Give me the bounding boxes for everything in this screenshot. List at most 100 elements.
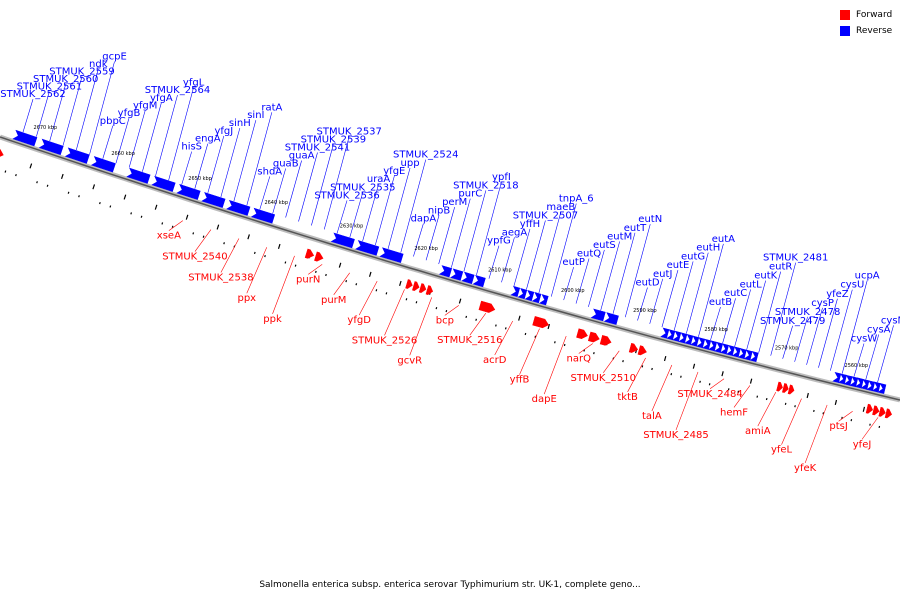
forward-gene — [884, 408, 893, 419]
forward-label-leader — [469, 313, 487, 336]
reverse-gene — [672, 330, 682, 342]
tick-mark — [216, 224, 220, 230]
reverse-gene-label: yffH — [520, 219, 540, 230]
forward-label-leader — [709, 378, 725, 390]
reverse-gene — [438, 265, 453, 278]
reverse-label-leader — [375, 175, 395, 246]
forward-gene-label: STMUK_2510 — [571, 373, 636, 384]
tick-mark — [435, 307, 438, 310]
tick-mark — [399, 280, 402, 286]
reverse-gene — [866, 380, 876, 392]
reverse-gene-label: eutP — [562, 257, 584, 268]
forward-label-leader — [627, 357, 646, 393]
kbp-tick-label: 2650 kbp — [188, 176, 212, 182]
reverse-label-leader — [710, 306, 721, 341]
tick-mark — [60, 173, 64, 179]
reverse-label-leader — [722, 298, 736, 344]
reverse-label-leader — [865, 334, 880, 380]
reverse-label-leader — [770, 262, 796, 356]
tick-mark — [294, 264, 297, 267]
reverse-label-leader — [181, 151, 192, 185]
tick-mark — [92, 184, 96, 190]
reverse-gene-label: eutM — [607, 231, 632, 242]
reverse-gene — [590, 308, 606, 322]
tick-mark — [36, 181, 38, 184]
reverse-gene — [226, 199, 251, 216]
tick-mark — [99, 201, 101, 205]
reverse-label-leader — [661, 270, 679, 328]
reverse-gene — [355, 240, 380, 256]
reverse-label-leader — [877, 325, 894, 383]
reverse-gene — [524, 289, 535, 302]
tick-mark — [78, 195, 80, 198]
forward-gene-label: tktB — [617, 392, 638, 403]
kbp-tick-label: 2640 kbp — [264, 200, 288, 206]
tick-mark — [415, 301, 418, 304]
kbp-tick-label: 2580 kbp — [704, 327, 728, 333]
reverse-gene-label: eutG — [681, 251, 705, 262]
forward-gene-label: acrD — [483, 355, 507, 366]
kbp-tick-labels: 2670 kbp 2660 kbp 2650 kbp 2640 kbp 2630 kbp… — [34, 125, 869, 369]
reverse-gene — [660, 327, 670, 339]
reverse-gene-label: eutJ — [653, 269, 672, 280]
reverse-gene — [849, 376, 859, 388]
reverse-label-leader — [22, 99, 34, 133]
reverse-label-leader — [168, 87, 194, 181]
reverse-gene — [696, 337, 706, 349]
reverse-label-leader — [155, 94, 178, 177]
tick-mark — [192, 232, 195, 235]
tick-mark — [737, 390, 740, 393]
forward-gene-label: STMUK_2538 — [188, 272, 253, 283]
tick-mark — [495, 324, 497, 327]
legend-forward-label: Forward — [856, 10, 893, 20]
legend-forward-swatch — [840, 10, 850, 20]
tick-mark — [253, 251, 256, 255]
kbp-tick-label: 2660 kbp — [111, 151, 135, 157]
tick-mark — [834, 399, 838, 406]
forward-gene-label: yfeL — [771, 445, 793, 456]
forward-gene-label: ppx — [237, 293, 256, 304]
gene-labels: STMUK_2562STMUK_2561STMUK_2560STMUK_2559… — [0, 51, 900, 474]
reverse-label-leader — [501, 237, 515, 283]
tick-mark — [154, 204, 158, 210]
reverse-label-leader — [102, 125, 114, 159]
forward-label-leader — [651, 364, 673, 412]
tick-mark — [475, 318, 477, 321]
label-leader-lines — [22, 61, 894, 464]
tick-mark — [749, 378, 753, 384]
reverse-gene — [743, 349, 753, 361]
reverse-gene — [64, 147, 90, 164]
reverse-label-leader — [233, 120, 257, 202]
reverse-gene — [725, 345, 735, 356]
reverse-gene — [832, 372, 842, 383]
reverse-gene-label: aegA — [502, 227, 528, 238]
reverse-label-leader — [311, 144, 334, 226]
reverse-gene — [126, 167, 151, 184]
reverse-gene — [666, 329, 676, 341]
tick-mark — [593, 352, 595, 355]
forward-gene-label: STMUK_2484 — [677, 389, 742, 400]
reverse-gene-label: eutE — [667, 260, 690, 271]
reverse-gene-label: STMUK_2541 — [285, 143, 350, 154]
reverse-gene-label: eutT — [624, 223, 647, 234]
reverse-gene-label: pbpC — [100, 116, 126, 127]
reverse-label-leader — [673, 261, 694, 331]
tick-mark — [534, 335, 537, 338]
reverse-label-leader — [285, 160, 302, 218]
tick-mark — [862, 406, 866, 412]
forward-gene — [576, 328, 588, 340]
reverse-gene — [531, 291, 542, 304]
forward-gene-label: ptsJ — [829, 421, 847, 432]
forward-gene-label: narQ — [567, 353, 592, 364]
tick-mark — [405, 298, 408, 301]
reverse-label-leader — [685, 252, 709, 334]
reverse-label-leader — [746, 280, 766, 350]
tick-mark — [338, 262, 342, 268]
forward-gene-label: yffB — [510, 375, 530, 386]
forward-gene — [878, 406, 886, 417]
reverse-label-leader — [387, 167, 411, 249]
kbp-tick-label: 2570 kbp — [775, 345, 799, 351]
reverse-gene-label: STMUK_2535 — [330, 182, 395, 193]
reverse-gene-label: yfgM — [133, 100, 157, 111]
reverse-label-leader — [400, 159, 427, 253]
